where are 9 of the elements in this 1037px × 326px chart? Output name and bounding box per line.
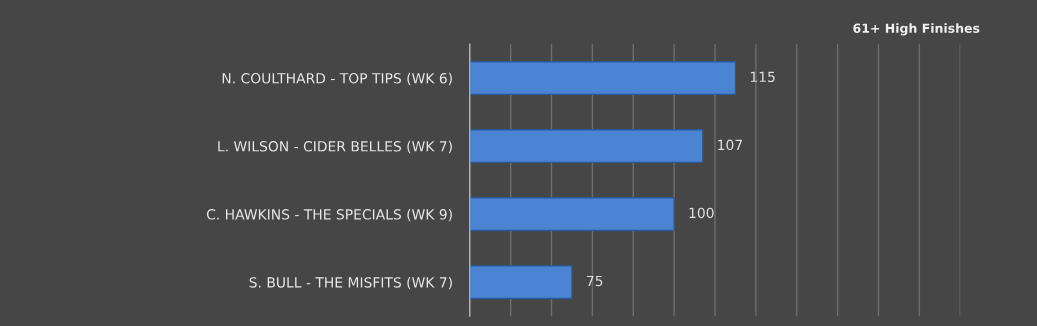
data-label: 115 [750, 71, 775, 83]
y-tick-label: S. BULL - THE MISFITS (WK 7) [249, 276, 452, 290]
y-tick-label: C. HAWKINS - THE SPECIALS (WK 9) [206, 208, 452, 222]
y-tick-label: N. COULTHARD - TOP TIPS (WK 6) [222, 72, 452, 86]
chart-title: 61+ High Finishes [853, 23, 980, 36]
y-tick-label: L. WILSON - CIDER BELLES (WK 7) [218, 140, 452, 154]
data-label: 107 [718, 139, 742, 151]
data-label: 75 [586, 275, 603, 287]
data-label: 100 [689, 207, 714, 219]
